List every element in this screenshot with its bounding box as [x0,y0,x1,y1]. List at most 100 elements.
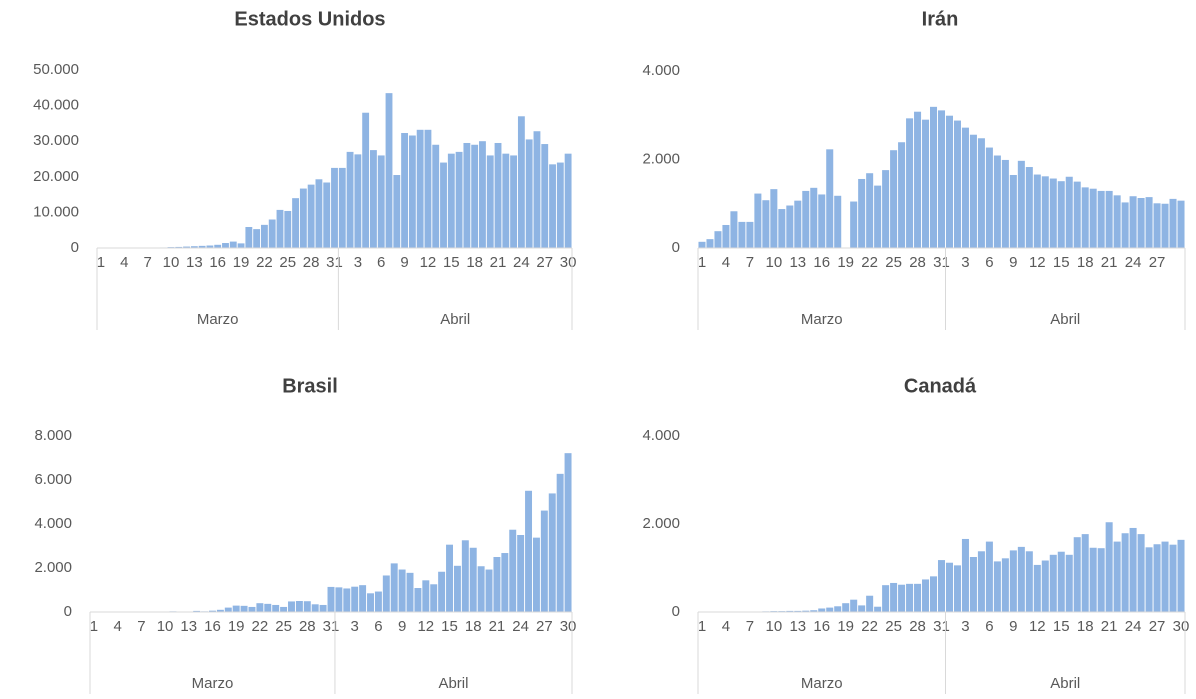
x-tick-label: 21 [490,254,507,271]
bar [1066,177,1073,248]
bar [914,584,921,612]
bar [1002,160,1009,248]
x-tick-label: 16 [813,254,830,271]
x-tick-label: 15 [443,254,460,271]
bar [994,561,1001,612]
bar [810,188,817,248]
bar [794,201,801,248]
bar [850,600,857,612]
x-tick-label: 4 [113,618,121,635]
bar [914,112,921,248]
bar [1154,544,1161,612]
bar [978,138,985,248]
bar [1018,547,1025,612]
y-tick-label: 6.000 [34,471,72,488]
x-tick-label: 12 [1029,618,1046,635]
x-tick-label: 24 [512,618,529,635]
bar [746,222,753,248]
x-tick-label: 15 [441,618,458,635]
bar [264,604,271,612]
bar [225,608,232,612]
x-tick-label: 24 [1125,254,1142,271]
bar [462,540,469,612]
y-tick-label: 4.000 [642,427,680,444]
bar [320,605,327,612]
x-tick-label: 19 [837,254,854,271]
bar [487,155,494,248]
bar [339,168,346,248]
x-tick-label: 16 [813,618,830,635]
bar [493,557,500,612]
x-tick-label: 4 [120,254,128,271]
bar [954,121,961,248]
bar [272,605,279,612]
x-tick-label: 13 [180,618,197,635]
x-tick-label: 1 [90,618,98,635]
y-tick-label: 0 [64,603,72,620]
bar [351,587,358,612]
x-tick-label: 30 [560,254,577,271]
bar [938,110,945,248]
bar [409,136,416,248]
x-tick-label: 7 [137,618,145,635]
x-tick-label: 10 [157,618,174,635]
chart-title: Irán [922,8,959,30]
bar [898,585,905,612]
bar [714,231,721,248]
y-tick-label: 8.000 [34,427,72,444]
x-tick-label: 6 [374,618,382,635]
bar [866,596,873,612]
x-tick-label: 9 [1009,618,1017,635]
x-tick-label: 7 [746,618,754,635]
x-tick-label: 22 [861,254,878,271]
x-tick-label: 16 [204,618,221,635]
bar [557,474,564,612]
bar [233,606,240,612]
bar [1122,533,1129,612]
bar [1090,548,1097,612]
group-label: Marzo [801,311,843,328]
bar [1098,191,1105,248]
bar [1066,555,1073,612]
x-tick-label: 31 [326,254,343,271]
bar [323,182,330,248]
y-tick-label: 2.000 [642,515,680,532]
bar [962,128,969,248]
x-tick-label: 4 [722,618,730,635]
bar [1170,545,1177,612]
bar [517,535,524,612]
bar [882,170,889,248]
bar [722,225,729,248]
x-tick-label: 25 [275,618,292,635]
x-tick-label: 28 [909,254,926,271]
group-label: Marzo [801,675,843,692]
bar [1138,198,1145,248]
bar [470,548,477,612]
x-tick-label: 6 [985,618,993,635]
bar [549,493,556,612]
group-label: Marzo [192,675,234,692]
group-label: Marzo [197,311,239,328]
bar [906,118,913,248]
bar [1042,176,1049,248]
bar [256,603,263,612]
bar [1177,201,1184,248]
x-tick-label: 27 [1149,618,1166,635]
x-tick-label: 16 [209,254,226,271]
bar [241,606,248,612]
bar [438,572,445,612]
x-tick-label: 9 [400,254,408,271]
x-tick-label: 30 [1173,618,1190,635]
bar [1154,203,1161,248]
group-label: Abril [1050,675,1080,692]
x-tick-label: 13 [789,618,806,635]
bar [446,545,453,612]
bar [890,150,897,248]
bar [842,603,849,612]
bar [762,200,769,248]
x-tick-label: 21 [489,618,506,635]
bar [335,587,342,612]
bar [874,607,881,612]
x-tick-label: 28 [299,618,316,635]
